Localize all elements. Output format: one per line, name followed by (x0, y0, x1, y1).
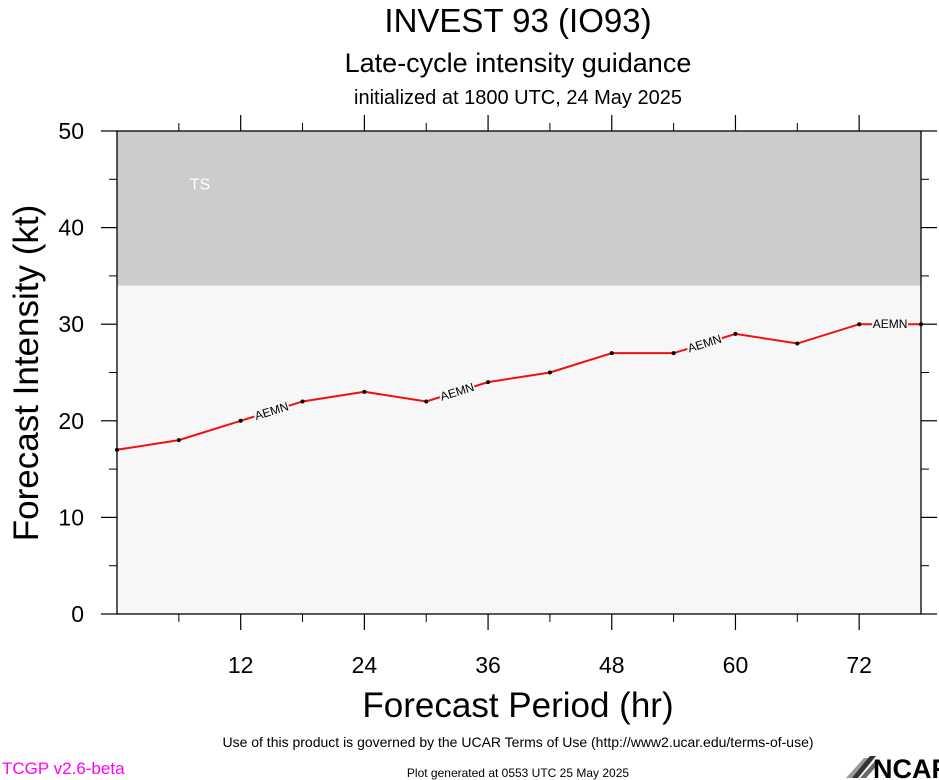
x-tick-label: 60 (723, 652, 749, 678)
y-tick-label: 10 (58, 504, 84, 530)
data-point (486, 380, 491, 385)
series-label-bg (872, 317, 909, 332)
band-label: TS (190, 177, 210, 194)
x-tick-label: 12 (228, 652, 254, 678)
data-point (733, 331, 738, 336)
plot-frame (116, 130, 922, 615)
data-point (176, 438, 181, 443)
x-tick-label: 48 (599, 652, 625, 678)
series-label-bg (437, 379, 477, 404)
data-point (238, 418, 243, 423)
ncar-logo: NCAR (846, 754, 939, 780)
version-label: TCGP v2.6-beta (2, 759, 125, 778)
series-label-bg (252, 399, 291, 424)
y-tick-label: 0 (71, 601, 84, 627)
x-axis-label: Forecast Period (hr) (362, 686, 673, 725)
series-label-bg (685, 331, 724, 356)
x-tick-label: 36 (475, 652, 501, 678)
data-point (609, 351, 614, 356)
x-tick-label: 24 (352, 652, 378, 678)
series-label: AEMN (873, 317, 908, 331)
data-point (547, 370, 552, 375)
y-tick-label: 40 (58, 215, 84, 241)
y-tick-label: 20 (58, 408, 84, 434)
y-axis-label: Forecast Intensity (kt) (7, 205, 46, 541)
chart-title: INVEST 93 (IO93) (384, 2, 651, 39)
data-point (857, 322, 862, 327)
y-tick-label: 30 (58, 311, 84, 337)
ncar-logo-text: NCAR (873, 754, 939, 780)
data-point (795, 341, 800, 346)
data-point (424, 399, 429, 404)
series-line-aemn (116, 323, 921, 451)
x-tick-label: 72 (846, 652, 872, 678)
ncar-swoosh-icon (846, 756, 880, 778)
y-tick-label: 50 (58, 118, 84, 144)
band-ts (117, 131, 921, 286)
data-point (362, 389, 367, 394)
chart-subtitle: Late-cycle intensity guidance (345, 48, 692, 78)
data-point (300, 399, 305, 404)
terms-of-use: Use of this product is governed by the U… (222, 734, 813, 750)
plot-generated: Plot generated at 0553 UTC 25 May 2025 (407, 766, 629, 780)
data-point (671, 351, 676, 356)
init-time: initialized at 1800 UTC, 24 May 2025 (354, 87, 682, 109)
